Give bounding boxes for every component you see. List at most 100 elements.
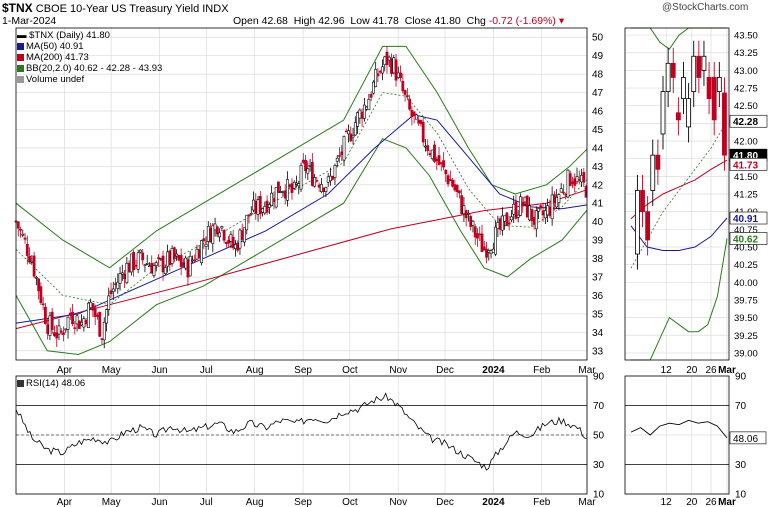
candle-body: [562, 191, 565, 194]
candle-body: [489, 250, 493, 254]
candle-body: [351, 135, 355, 138]
y-tick-label: 48: [592, 70, 604, 81]
rsi-x-tick-label: Aug: [246, 497, 264, 507]
candle-body: [537, 208, 540, 212]
candle-body: [16, 221, 20, 229]
high-label: High: [293, 15, 316, 27]
zoom-ma200-line: [630, 159, 728, 220]
candle-body: [188, 255, 192, 277]
y-tick-label: 45: [592, 125, 604, 136]
zoom-y-tick-label: 42.50: [734, 101, 758, 112]
x-tick-label: Mar: [578, 365, 596, 376]
candle-body: [55, 332, 59, 339]
candle-body: [367, 98, 371, 110]
candle-body: [243, 227, 246, 243]
candle-body: [543, 210, 547, 219]
candle-body: [261, 208, 264, 213]
candle-body: [73, 327, 77, 329]
candle-body: [566, 169, 570, 198]
candle-body: [118, 273, 122, 284]
x-tick-label: Jun: [151, 365, 167, 376]
candle-body: [453, 184, 457, 191]
zoom-y-tick-label: 41.25: [734, 190, 758, 201]
legend-ma50-text: MA(50) 40.91: [26, 41, 84, 52]
candle-body: [534, 210, 538, 230]
legend-ma200-text: MA(200) 41.73: [26, 52, 89, 63]
ma50-tag: 40.91: [733, 214, 758, 225]
candle-body: [279, 191, 283, 193]
candle-body: [41, 303, 45, 306]
candle-body: [50, 311, 54, 330]
chg-value: -0.72 (-1.69%): [488, 15, 556, 27]
ticker-symbol: $TNX: [2, 1, 33, 15]
price-tag: 41.80: [733, 151, 758, 162]
candle-body: [77, 320, 81, 329]
candle-body: [568, 173, 572, 187]
x-tick-label: Aug: [246, 365, 264, 376]
rsi-y-tick-label: 70: [593, 401, 605, 412]
y-tick-label: 47: [592, 88, 604, 99]
candle-body: [322, 187, 326, 193]
candle-body: [550, 194, 554, 220]
candle-body: [234, 244, 237, 249]
candle-body: [444, 169, 448, 175]
candle-body: [399, 72, 402, 79]
zoom-candle-body: [665, 62, 671, 92]
zoom-candle-body: [640, 190, 645, 213]
candle-body: [462, 205, 466, 215]
brand-label: @StockCharts.com: [662, 2, 749, 13]
candle-body: [195, 248, 199, 260]
candle-body: [202, 238, 206, 242]
candle-body: [152, 265, 156, 277]
candle-body: [331, 176, 335, 180]
candle-body: [374, 69, 378, 88]
y-tick-label: 35: [592, 309, 604, 320]
candle-body: [315, 179, 319, 182]
candle-body: [555, 197, 559, 208]
candle-body: [247, 214, 251, 217]
zoom-y-tick-label: 42.00: [734, 137, 758, 148]
legend-bb: BB(20,2.0) 40.62 - 42.28 - 43.93: [17, 63, 162, 74]
candle-body: [362, 104, 366, 119]
y-tick-label: 39: [592, 236, 604, 247]
candle-body: [297, 183, 301, 187]
candle-body: [107, 295, 111, 310]
candle-body: [344, 130, 348, 133]
candle-body: [546, 205, 550, 216]
candle-body: [170, 248, 174, 264]
zoom-rsi-x-tick-label: Mar: [718, 497, 736, 507]
rsi-tag: 48.06: [733, 434, 758, 445]
candle-body: [25, 243, 29, 256]
rsi-legend-text: RSI(14) 48.06: [26, 378, 86, 389]
candle-body: [532, 216, 536, 225]
candle-body: [548, 206, 552, 216]
zoom-x-tick-label: 20: [686, 365, 698, 376]
zoom-x-tick-label: 26: [705, 365, 717, 376]
candle-body: [30, 261, 34, 263]
candle-body: [224, 241, 228, 244]
candle-body: [485, 248, 488, 258]
candle-body: [335, 157, 339, 162]
candle-body: [159, 258, 163, 260]
candle-body: [272, 198, 276, 202]
candle-body: [32, 255, 36, 277]
low-label: Low: [350, 15, 370, 27]
zoom-candle-body: [681, 77, 686, 100]
candle-body: [166, 251, 169, 267]
candle-body: [290, 183, 294, 193]
rsi-x-tick-label: 2024: [482, 497, 505, 507]
ma50-tag-bg: [729, 211, 768, 225]
candle-body: [410, 109, 414, 117]
zoom-rsi-y-tick-label: 70: [735, 401, 747, 412]
zoom-y-tick-label: 43.00: [734, 66, 758, 77]
candle-body: [114, 283, 117, 285]
candle-body: [405, 95, 409, 97]
candle-body: [523, 196, 527, 203]
bb-mid-tag-bg: [729, 114, 768, 128]
candle-body: [193, 259, 197, 262]
candle-body: [428, 153, 432, 155]
zoom-candle-body: [696, 55, 702, 78]
zoom-candle-body: [645, 211, 651, 241]
candle-body: [209, 228, 212, 243]
candle-body: [295, 182, 298, 185]
